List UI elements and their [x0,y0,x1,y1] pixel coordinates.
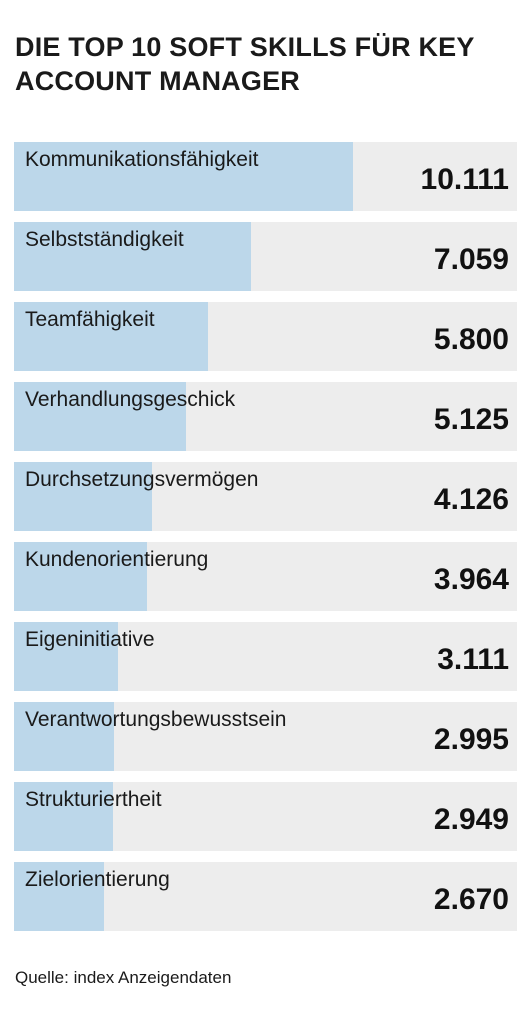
value-label: 3.964 [433,563,509,596]
bar [14,142,354,211]
bar-row: Verantwortungsbewusstsein 2.995 [14,702,517,771]
bar-row: Verhandlungsgeschick 5.125 [14,382,517,451]
value-label: 5.800 [433,323,509,356]
category-label: Kundenorientierung [25,548,209,571]
category-label: Eigeninitiative [25,628,155,651]
bar [14,462,153,531]
bar-row: Strukturiertheit 2.949 [14,782,517,851]
bar-row: Durchsetzungsvermögen 4.126 [14,462,517,531]
bar-row: Kommunikationsfähigkeit 10.111 [14,142,517,211]
bar [14,302,209,371]
bar-row: Selbstständigkeit 7.059 [14,222,517,291]
value-label: 2.949 [433,803,509,836]
category-label: Kommunikationsfähigkeit [25,148,259,171]
value-label: 3.111 [437,643,509,676]
chart-title: DIE TOP 10 SOFT SKILLS FÜR KEY ACCOUNT M… [15,32,475,96]
category-label: Selbstständigkeit [25,228,184,251]
bar-row: Teamfähigkeit 5.800 [14,302,517,371]
bar [14,862,104,931]
bar [14,622,119,691]
value-label: 10.111 [420,163,509,196]
bar [14,542,147,611]
bar [14,782,113,851]
value-label: 4.126 [433,483,509,516]
value-label: 2.995 [433,723,509,756]
value-label: 7.059 [433,243,509,276]
bar [14,382,186,451]
source-note: Quelle: index Anzeigendaten [15,968,232,987]
category-label: Zielorientierung [25,868,170,891]
value-label: 2.670 [433,883,509,916]
bar-row: Zielorientierung 2.670 [14,862,517,931]
bar [14,702,115,771]
category-label: Verantwortungsbewusstsein [25,708,287,731]
bar-chart: Kommunikationsfähigkeit 10.111 Selbstständ… [14,142,517,942]
bar [14,222,251,291]
bar-row: Eigeninitiative 3.111 [14,622,517,691]
category-label: Strukturiertheit [25,788,162,811]
category-label: Teamfähigkeit [25,308,155,331]
value-label: 5.125 [433,403,509,436]
bar-row: Kundenorientierung 3.964 [14,542,517,611]
category-label: Verhandlungsgeschick [25,388,236,411]
category-label: Durchsetzungsvermögen [25,468,259,491]
